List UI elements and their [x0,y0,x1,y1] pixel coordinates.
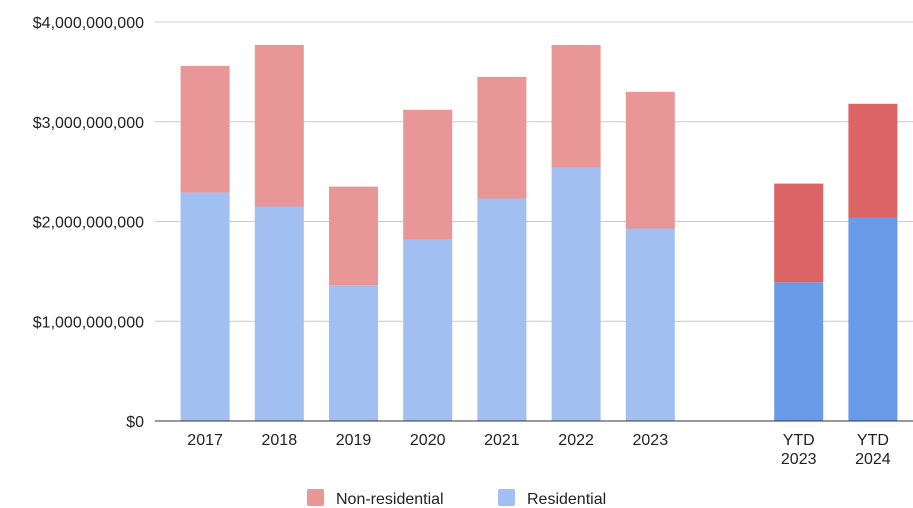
y-axis-tick-labels: $0 $1,000,000,000 $2,000,000,000 $3,000,000… [33,15,144,431]
bar-residential [551,167,601,421]
x-tick-label: 2023 [781,451,817,468]
bar-non-residential [774,183,824,283]
bar-residential [625,228,675,421]
bar-non-residential [403,109,453,240]
bar-residential [848,217,898,421]
x-axis-tick-labels: 2017 2018 2019 2020 2021 2022 2023 YTD 2023 YTD 20… [187,432,890,468]
x-tick-label: 2018 [262,432,298,449]
x-tick-label: YTD [783,432,815,449]
legend-swatch [498,489,515,506]
bar-non-residential [551,44,601,168]
x-tick-label: 2017 [187,432,223,449]
bar-non-residential [329,186,378,286]
bar-non-residential [848,103,898,218]
bar-non-residential [625,91,675,229]
x-tick-label: 2022 [558,432,594,449]
bar-non-residential [477,76,527,199]
bar-residential [329,285,378,421]
x-tick-label: 2023 [633,432,669,449]
bar-non-residential [180,65,230,193]
bars [180,44,898,421]
y-tick-label: $0 [126,414,144,431]
x-tick-label: 2020 [410,432,446,449]
y-tick-label: $2,000,000,000 [33,215,144,232]
legend-label: Residential [527,491,606,508]
legend: Non-residential Residential [307,489,606,508]
x-tick-label: 2024 [855,451,891,468]
x-tick-label: 2021 [484,432,520,449]
y-tick-label: $3,000,000,000 [33,115,144,132]
legend-label: Non-residential [336,491,444,508]
x-tick-label: 2019 [336,432,372,449]
x-tick-label: YTD [857,432,889,449]
y-tick-label: $4,000,000,000 [33,15,144,32]
bar-residential [403,239,453,421]
bar-residential [180,192,230,421]
legend-swatch [307,489,324,506]
bar-residential [477,198,527,421]
bar-residential [254,206,304,421]
bar-residential [774,282,824,421]
bar-non-residential [254,44,304,207]
y-tick-label: $1,000,000,000 [33,314,144,331]
